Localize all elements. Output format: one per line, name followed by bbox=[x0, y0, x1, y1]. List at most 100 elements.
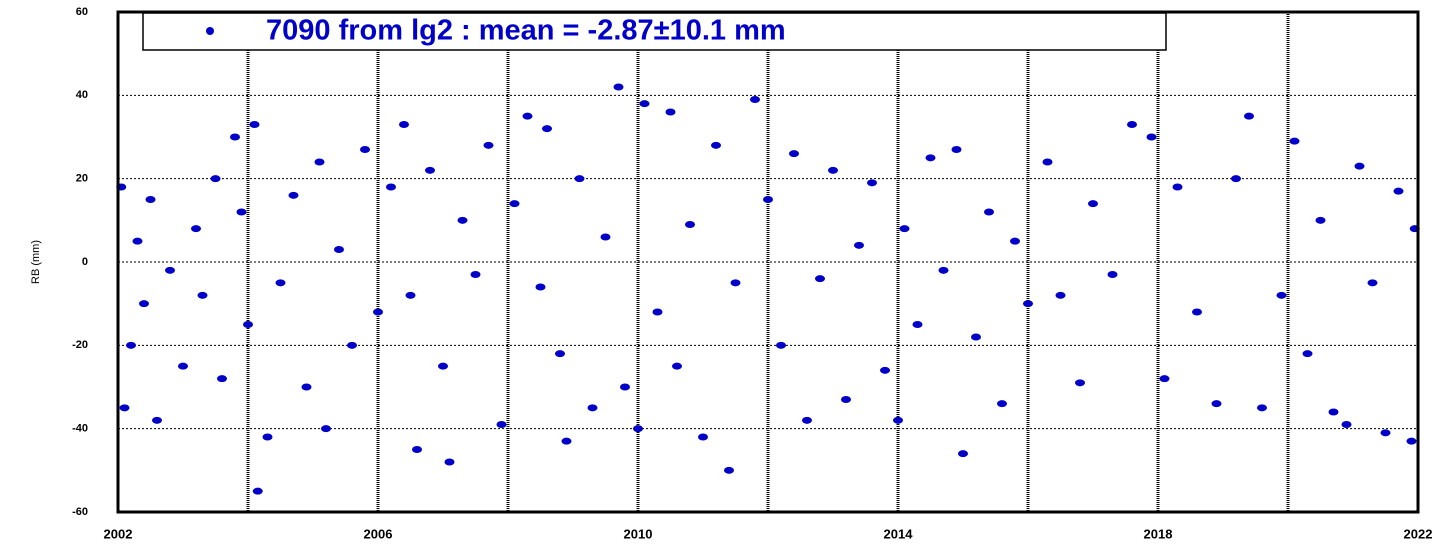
data-point bbox=[126, 341, 136, 349]
data-point bbox=[951, 146, 962, 153]
data-point bbox=[802, 416, 812, 424]
data-point bbox=[600, 233, 611, 241]
data-point bbox=[652, 308, 663, 316]
data-point bbox=[334, 246, 344, 253]
data-point bbox=[639, 100, 650, 108]
data-point bbox=[542, 125, 552, 133]
data-point bbox=[938, 266, 949, 274]
data-point bbox=[613, 83, 624, 91]
data-point bbox=[587, 404, 598, 412]
data-point bbox=[789, 150, 799, 158]
data-point bbox=[139, 300, 149, 308]
data-point bbox=[574, 175, 585, 183]
data-point bbox=[730, 279, 741, 287]
data-point bbox=[1088, 200, 1098, 208]
data-point bbox=[1192, 308, 1202, 316]
data-point bbox=[1107, 271, 1118, 278]
legend-box bbox=[142, 12, 1167, 51]
data-point bbox=[665, 108, 676, 116]
data-point bbox=[243, 321, 253, 328]
y-tick-label: -60 bbox=[72, 506, 88, 518]
data-point bbox=[230, 133, 240, 141]
data-point bbox=[314, 158, 325, 166]
data-point bbox=[217, 375, 227, 383]
data-point bbox=[899, 225, 910, 233]
data-point bbox=[1042, 158, 1053, 166]
data-point bbox=[1315, 216, 1326, 224]
data-point bbox=[1276, 291, 1287, 299]
data-point bbox=[425, 166, 435, 174]
data-point bbox=[1328, 408, 1339, 416]
x-tick-label: 2002 bbox=[104, 526, 133, 541]
data-point bbox=[1367, 279, 1378, 287]
data-point bbox=[1159, 375, 1170, 383]
data-point bbox=[1023, 300, 1033, 308]
data-point bbox=[1289, 137, 1300, 145]
data-point bbox=[698, 433, 708, 441]
y-tick-label: -40 bbox=[72, 423, 88, 435]
data-point bbox=[1302, 350, 1313, 358]
data-point bbox=[880, 366, 890, 374]
data-point bbox=[1341, 421, 1352, 428]
data-point bbox=[262, 433, 273, 441]
x-tick-label: 2010 bbox=[624, 526, 653, 541]
data-point bbox=[412, 446, 422, 453]
data-point bbox=[893, 416, 903, 424]
y-tick-label: 0 bbox=[82, 256, 88, 268]
data-point bbox=[984, 208, 994, 216]
data-point bbox=[178, 362, 188, 370]
data-point bbox=[165, 266, 175, 274]
data-point bbox=[997, 400, 1007, 408]
data-point bbox=[1127, 121, 1137, 128]
data-point bbox=[867, 179, 877, 187]
data-point bbox=[483, 141, 494, 149]
y-tick-label: -20 bbox=[72, 339, 88, 351]
data-point bbox=[444, 458, 455, 466]
legend-label: 7090 from lg2 : mean = -2.87±10.1 mm bbox=[266, 15, 786, 47]
data-point bbox=[1380, 429, 1391, 437]
data-point bbox=[288, 191, 299, 199]
data-point bbox=[555, 350, 565, 358]
data-point bbox=[405, 291, 416, 299]
legend-marker bbox=[206, 27, 214, 35]
data-point bbox=[1055, 291, 1066, 299]
x-tick-label: 2014 bbox=[884, 526, 914, 541]
data-point bbox=[763, 196, 773, 203]
data-point bbox=[672, 362, 682, 370]
data-point bbox=[776, 341, 786, 349]
data-point bbox=[152, 416, 162, 424]
data-point bbox=[925, 154, 936, 162]
data-point bbox=[841, 396, 851, 403]
y-tick-label: 20 bbox=[76, 173, 88, 185]
data-point bbox=[119, 404, 130, 412]
data-point bbox=[620, 383, 630, 391]
data-point bbox=[373, 308, 383, 316]
data-point bbox=[971, 333, 981, 341]
data-point bbox=[1244, 112, 1254, 120]
data-point bbox=[347, 341, 357, 349]
data-point bbox=[724, 466, 734, 474]
data-point bbox=[470, 271, 481, 278]
data-point bbox=[522, 112, 533, 120]
data-point bbox=[249, 121, 260, 128]
data-point bbox=[496, 421, 507, 428]
data-point bbox=[210, 175, 221, 183]
data-point bbox=[958, 450, 968, 458]
data-point bbox=[301, 383, 312, 391]
data-point bbox=[1075, 379, 1085, 387]
data-point bbox=[1211, 400, 1222, 408]
y-tick-label: 40 bbox=[76, 89, 88, 101]
data-point bbox=[912, 321, 923, 328]
data-point bbox=[1406, 437, 1417, 445]
data-point bbox=[1010, 237, 1020, 245]
data-point bbox=[1172, 183, 1183, 191]
data-point bbox=[561, 437, 572, 445]
data-point bbox=[386, 183, 396, 191]
data-point bbox=[815, 275, 825, 283]
data-point bbox=[685, 221, 695, 228]
data-point bbox=[399, 121, 409, 128]
data-point bbox=[633, 425, 643, 433]
data-point bbox=[197, 291, 208, 299]
data-point bbox=[145, 196, 156, 203]
